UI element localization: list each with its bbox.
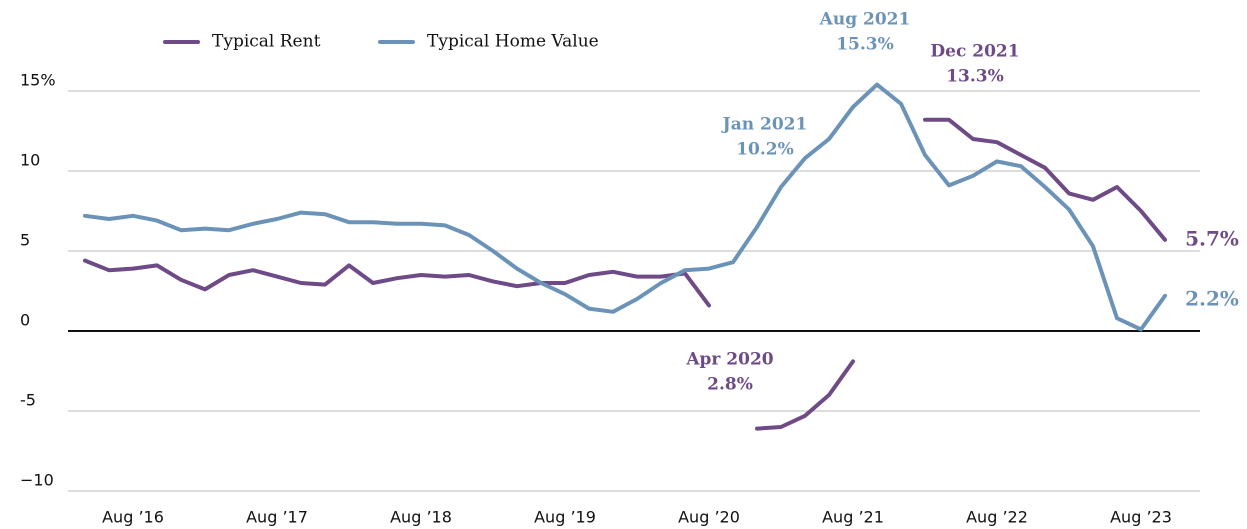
x-tick-label: Aug ’21	[822, 508, 884, 527]
y-tick-label: 15%	[20, 71, 56, 90]
y-tick-label: 5	[20, 231, 30, 250]
annotation: Jan 2021	[721, 115, 808, 135]
y-tick-label: 10	[20, 151, 40, 170]
annotation: 5.7%	[1185, 227, 1239, 251]
annotation: Apr 2020	[685, 350, 773, 370]
annotation: 2.2%	[1185, 287, 1239, 311]
annotation: Dec 2021	[930, 42, 1019, 62]
legend-label: Typical Home Value	[427, 32, 599, 52]
annotation: 15.3%	[836, 35, 894, 55]
series-line	[83, 117, 1167, 431]
y-tick-label: -5	[20, 391, 36, 410]
x-tick-label: Aug ’17	[246, 508, 308, 527]
x-tick-label: Aug ’23	[1110, 508, 1172, 527]
x-tick-label: Aug ’20	[678, 508, 740, 527]
x-tick-label: Aug ’22	[966, 508, 1028, 527]
annotation: 13.3%	[946, 67, 1004, 87]
annotation: 10.2%	[736, 140, 794, 160]
y-tick-label: −10	[20, 471, 54, 490]
x-tick-label: Aug ’19	[534, 508, 596, 527]
annotation: 2.8%	[707, 375, 753, 395]
annotation: Aug 2021	[819, 10, 911, 30]
x-tick-label: Aug ’18	[390, 508, 452, 527]
x-tick-label: Aug ’16	[102, 508, 164, 527]
y-tick-label: 0	[20, 311, 30, 330]
legend-label: Typical Rent	[212, 32, 321, 52]
series-line	[83, 82, 1167, 332]
